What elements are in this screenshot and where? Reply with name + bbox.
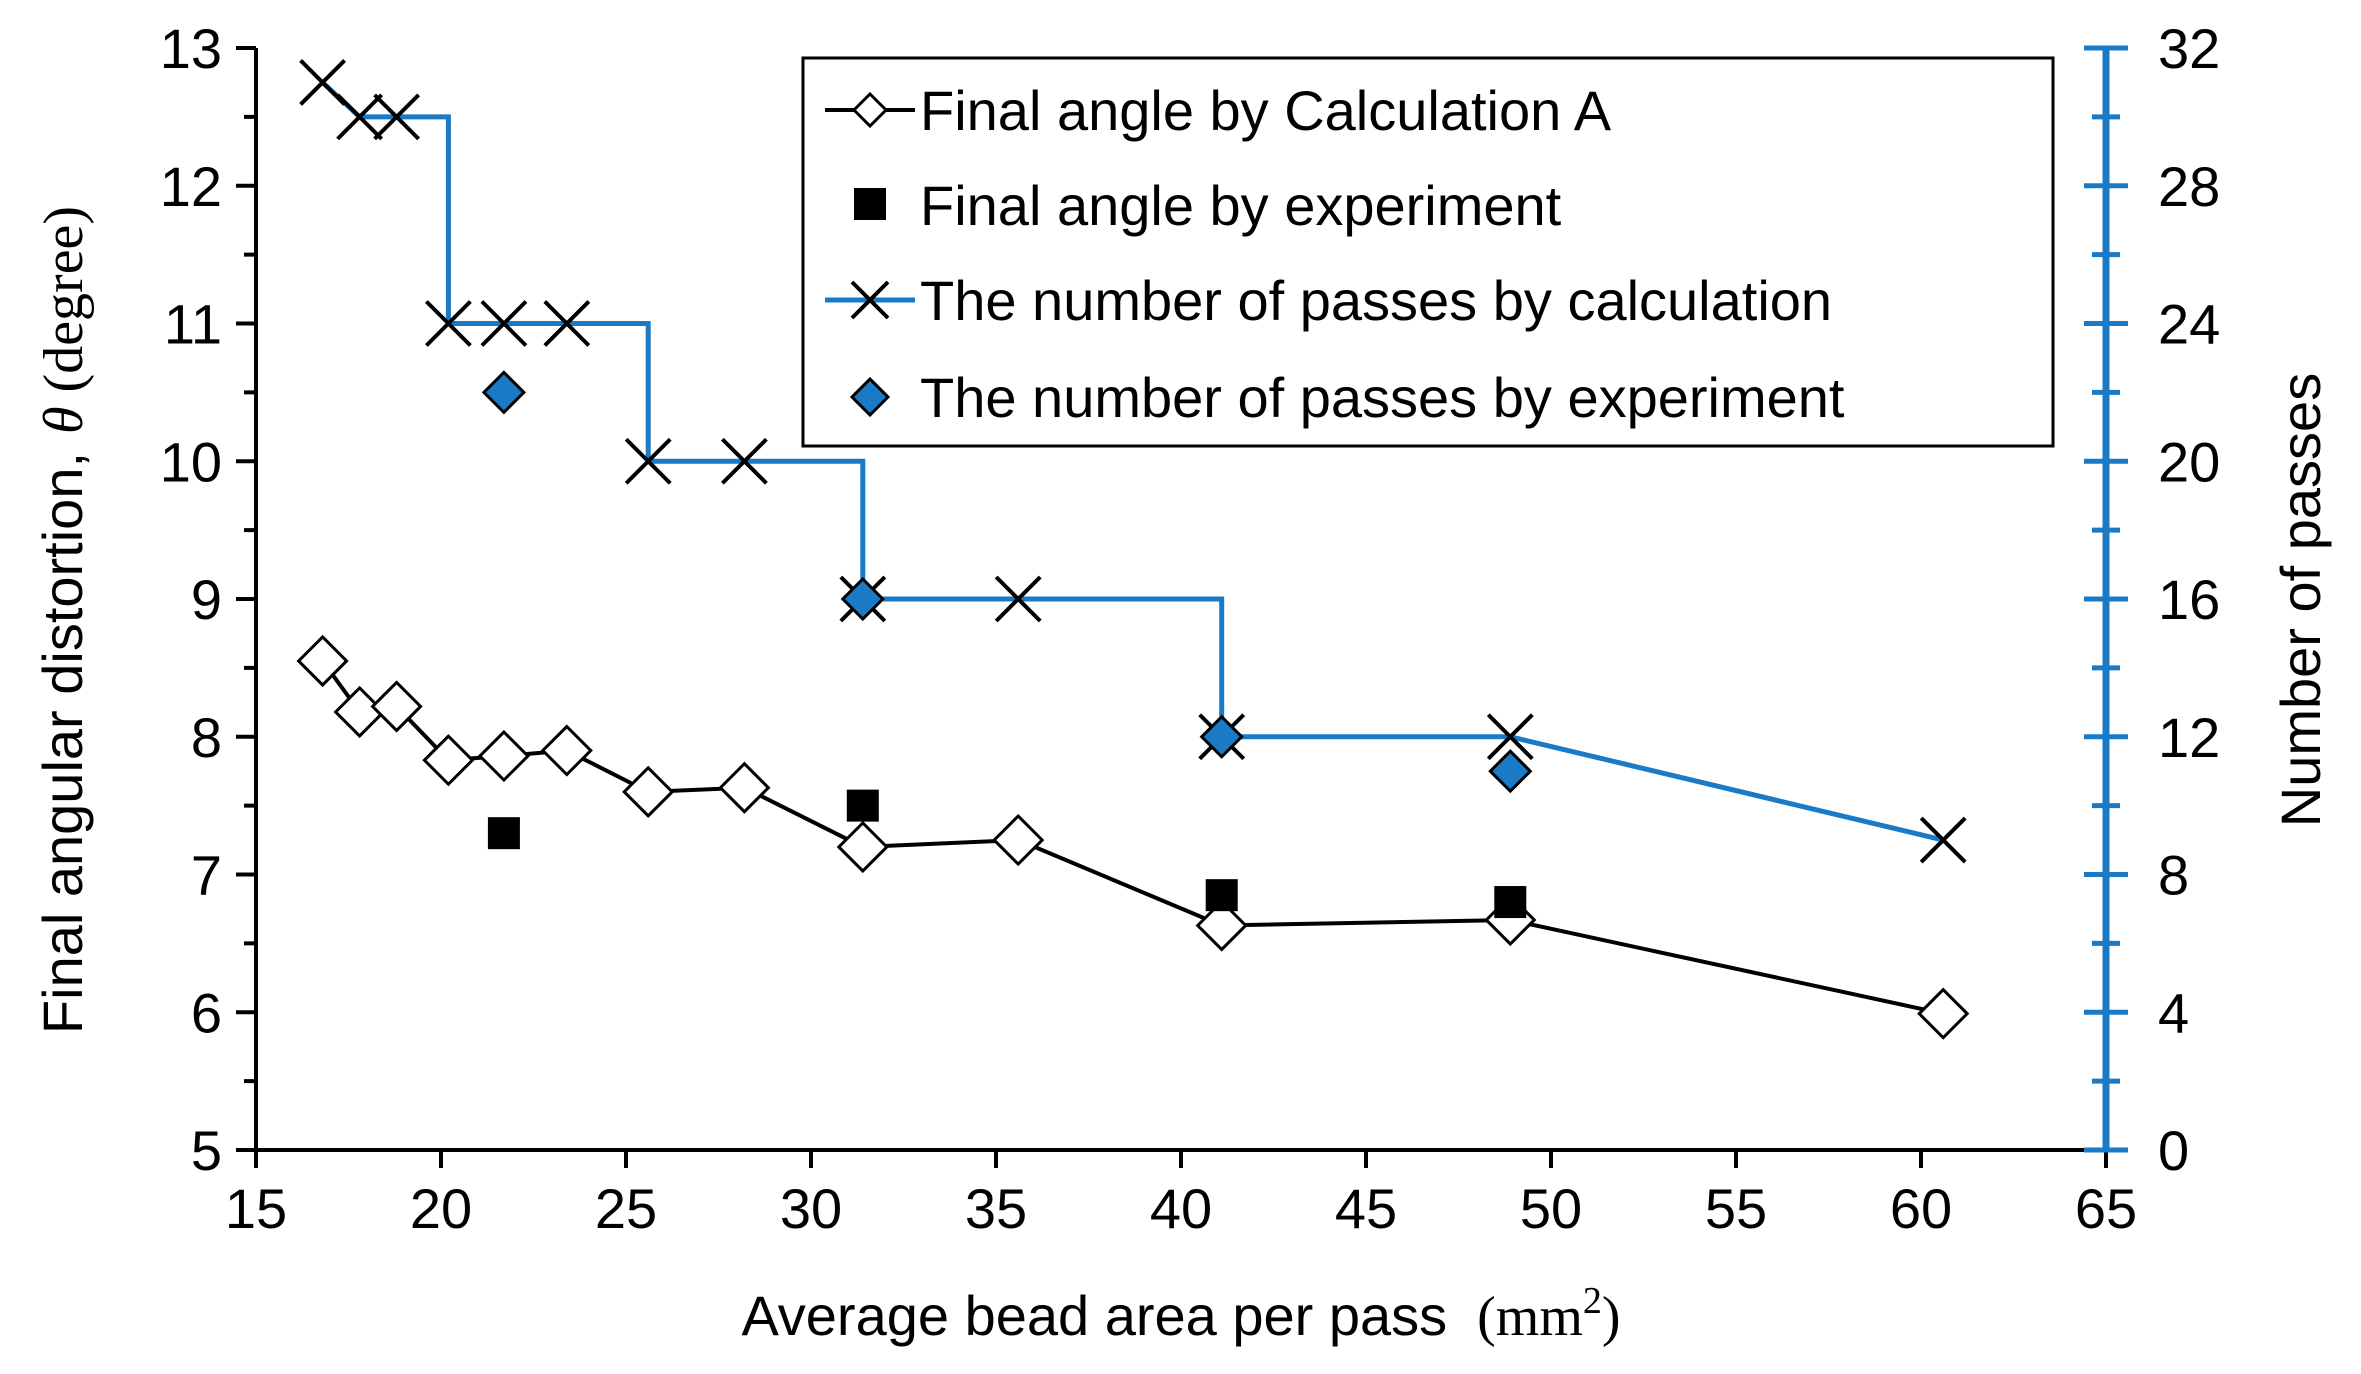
exp-angle-point	[846, 789, 879, 822]
calc-passes-point-stroke	[336, 93, 384, 141]
y-tick-label: 11	[164, 293, 222, 356]
y2-tick-label: 16	[2158, 568, 2220, 631]
y-tick-label: 7	[191, 844, 222, 907]
exp-angle-point	[1205, 879, 1238, 912]
calc-a-point	[718, 761, 771, 814]
ticks	[236, 45, 2128, 1168]
x-tick-label: 50	[1520, 1177, 1582, 1240]
calc-passes-point-stroke	[424, 300, 472, 347]
legend-marker-exp-passes	[849, 376, 891, 418]
calc-a-point	[1917, 987, 1970, 1040]
calc-passes-point	[720, 437, 768, 485]
calc-passes-point-stroke	[624, 437, 672, 485]
calc-a-point	[992, 813, 1045, 867]
y2-tick-label: 0	[2158, 1119, 2189, 1182]
legend-label-exp-passes: The number of passes by experiment	[920, 366, 1845, 429]
calc-passes-point	[624, 437, 672, 485]
legend-marker-calc-passes	[850, 280, 890, 320]
calc-a-point	[422, 734, 475, 787]
legend-label-calc-passes: The number of passes by calculation	[920, 269, 1832, 332]
x-tick-label: 35	[965, 1177, 1027, 1240]
calc-a-point	[296, 634, 349, 688]
calc-a-point	[370, 680, 423, 733]
exp-passes-point	[1199, 714, 1244, 759]
calc-a-point	[622, 765, 675, 818]
y-tick-label: 6	[191, 981, 222, 1044]
y-tick-label: 8	[191, 706, 222, 769]
y-tick-label: 5	[191, 1119, 222, 1182]
x-axis-unit-sup: 2	[1583, 1280, 1602, 1322]
calc-passes-point-stroke	[299, 59, 347, 106]
x-tick-label: 40	[1150, 1177, 1212, 1240]
y2-tick-label: 24	[2158, 293, 2220, 356]
y-tick-label: 10	[160, 430, 222, 493]
calc-passes-point	[424, 300, 472, 347]
y-axis-title-text: Final angular distortion,	[31, 452, 94, 1034]
y2-tick-label: 20	[2158, 430, 2220, 493]
y-axis-symbol: θ	[33, 406, 95, 434]
x-axis-unit: (mm	[1477, 1286, 1583, 1348]
y-tick-label: 12	[160, 155, 222, 218]
x-tick-label: 15	[225, 1177, 287, 1240]
calc-passes-point	[543, 300, 591, 347]
calc-passes-point	[336, 93, 384, 141]
series-calc-a-line	[320, 659, 1944, 1016]
y2-axis-title: Number of passes	[2269, 373, 2332, 827]
calc-passes-point	[1486, 713, 1534, 761]
x-tick-label: 60	[1890, 1177, 1952, 1240]
y-tick-label: 9	[191, 568, 222, 631]
x-tick-label: 30	[780, 1177, 842, 1240]
exp-passes-point	[481, 370, 527, 415]
exp-passes-point	[1488, 749, 1533, 794]
y-axis-unit: (degree)	[33, 206, 95, 393]
y-tick-label: 13	[160, 17, 222, 80]
legend-marker-exp-angle	[854, 188, 886, 220]
tick-labels: 15 20 25 30 35 40 45 50 55 60 65 5 6 7 8 9 10 11 12 13 0 4 8 12…	[160, 17, 2221, 1240]
calc-a-point	[1195, 899, 1248, 952]
y2-tick-label: 8	[2158, 844, 2189, 907]
y2-tick-label: 28	[2158, 155, 2220, 218]
legend: Final angle by Calculation A Final angle…	[801, 56, 2055, 448]
calc-a-point	[540, 724, 593, 777]
x-axis-unit-close: )	[1602, 1286, 1621, 1348]
calc-passes-point-stroke	[720, 437, 768, 485]
x-axis-title-text: Average bead area per pass	[741, 1284, 1447, 1347]
x-axis-title: Average bead area per pass (mm2)	[741, 1280, 1620, 1348]
y2-tick-label: 4	[2158, 981, 2189, 1044]
exp-angle-point	[487, 817, 520, 850]
legend-box	[801, 56, 2055, 448]
calc-a-point	[836, 820, 889, 874]
legend-label-exp-angle: Final angle by experiment	[920, 174, 1562, 237]
calc-passes-point-stroke	[373, 93, 421, 141]
calc-passes-point-stroke	[1486, 713, 1534, 761]
x-tick-label: 55	[1705, 1177, 1767, 1240]
x-tick-label: 25	[595, 1177, 657, 1240]
calc-passes-point	[1919, 816, 1967, 864]
x-tick-label: 65	[2075, 1177, 2137, 1240]
y2-tick-label: 12	[2158, 706, 2220, 769]
calc-passes-point-stroke	[543, 300, 591, 347]
legend-label-calc-a: Final angle by Calculation A	[920, 79, 1612, 142]
calc-passes-point	[480, 300, 528, 347]
calc-passes-point-stroke	[480, 300, 528, 347]
legend-marker-calc-a	[851, 91, 889, 129]
calc-passes-point-stroke	[994, 575, 1042, 623]
calc-passes-point	[994, 575, 1042, 623]
y-axis-title: Final angular distortion, θ (degree)	[31, 206, 95, 1034]
exp-passes-point	[840, 576, 885, 622]
x-tick-label: 45	[1335, 1177, 1397, 1240]
calc-passes-point-stroke	[1919, 816, 1967, 864]
calc-a-point	[477, 729, 531, 783]
y2-tick-label: 32	[2158, 17, 2220, 80]
exp-angle-point	[1494, 886, 1527, 919]
plot-area	[296, 59, 1970, 1040]
x-tick-label: 20	[410, 1177, 472, 1240]
calc-passes-point	[373, 93, 421, 141]
